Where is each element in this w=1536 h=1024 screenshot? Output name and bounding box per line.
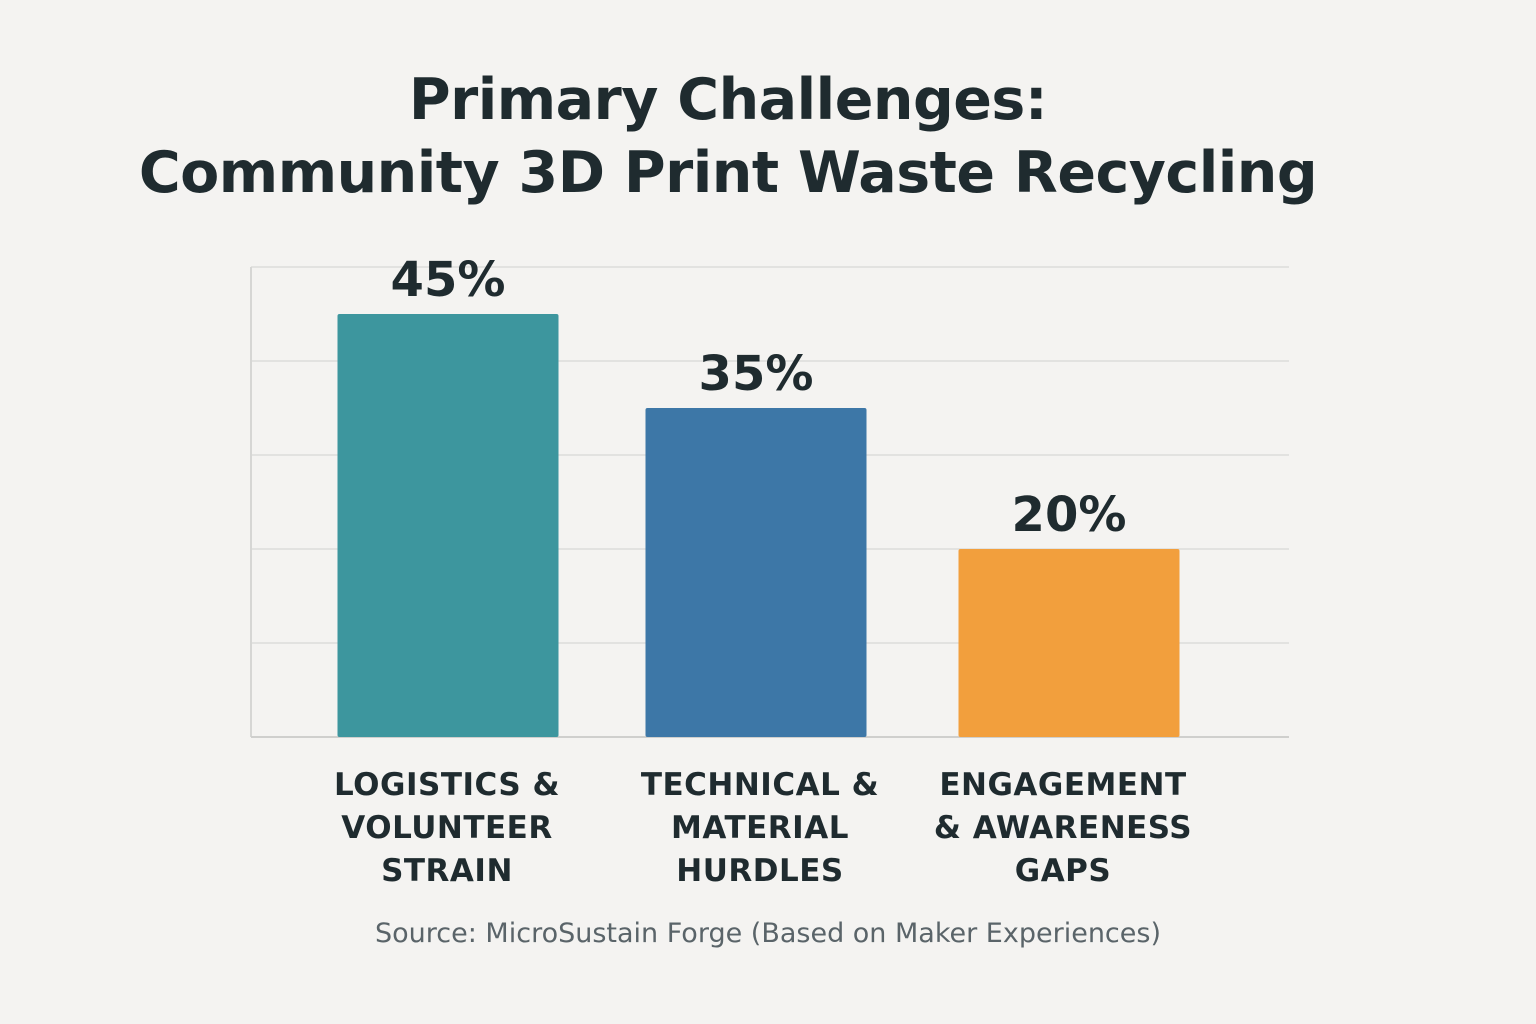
value-label: 20% xyxy=(1012,487,1127,543)
category-label-logistics: LOGISTICS & VOLUNTEER STRAIN xyxy=(297,764,597,893)
category-label-line: HURDLES xyxy=(676,853,844,889)
category-label-line: & AWARENESS xyxy=(933,810,1193,846)
bar xyxy=(645,408,867,737)
value-label: 45% xyxy=(391,252,506,308)
category-label-line: ENGAGEMENT xyxy=(939,767,1187,803)
category-label-line: STRAIN xyxy=(381,853,513,889)
category-label-technical: TECHNICAL & MATERIAL HURDLES xyxy=(610,764,910,893)
source-note: Source: MicroSustain Forge (Based on Mak… xyxy=(375,918,1161,949)
category-label-line: TECHNICAL & xyxy=(640,767,880,803)
chart-title: Primary Challenges: Community 3D Print W… xyxy=(0,64,1456,210)
value-label: 35% xyxy=(699,346,814,402)
bar xyxy=(958,549,1180,737)
category-label-line: GAPS xyxy=(1014,853,1112,889)
category-label-line: VOLUNTEER xyxy=(341,810,553,846)
category-label-line: LOGISTICS & xyxy=(334,767,560,803)
chart-title-line-1: Primary Challenges: xyxy=(408,67,1048,133)
category-label-line: MATERIAL xyxy=(671,810,849,846)
bar xyxy=(337,314,559,737)
chart-title-line-2: Community 3D Print Waste Recycling xyxy=(138,140,1318,206)
category-label-engagement: ENGAGEMENT & AWARENESS GAPS xyxy=(913,764,1213,893)
